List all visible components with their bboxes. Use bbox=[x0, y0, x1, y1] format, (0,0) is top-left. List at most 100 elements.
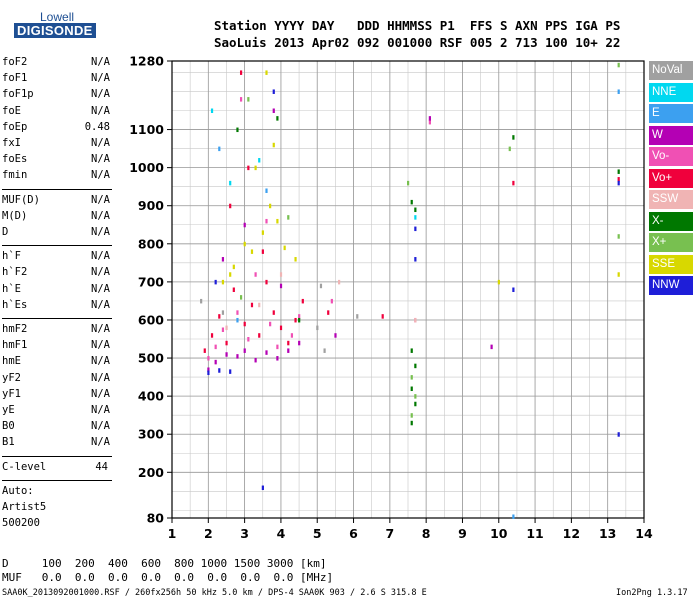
data-point-ssw bbox=[279, 272, 283, 277]
data-point-e bbox=[512, 514, 515, 519]
data-point-x bbox=[410, 386, 413, 392]
param-row-fxi: fxI N/A bbox=[2, 137, 110, 153]
data-point-nnw bbox=[214, 279, 217, 285]
param-row-ye: yE N/A bbox=[2, 404, 110, 420]
data-point-nne bbox=[210, 108, 214, 114]
data-point-vo bbox=[381, 314, 384, 319]
y-tick-label: 300 bbox=[138, 427, 164, 442]
data-point-noval bbox=[356, 314, 359, 319]
param-row-hmf1: hmF1 N/A bbox=[2, 339, 110, 355]
param-name: hmE bbox=[2, 355, 21, 368]
data-point-w bbox=[243, 348, 246, 353]
data-point-x bbox=[276, 116, 279, 121]
data-point-vo bbox=[218, 314, 221, 319]
data-point-x bbox=[414, 401, 417, 407]
y-tick-label: 500 bbox=[138, 351, 164, 366]
param-row-foe: foE N/A bbox=[2, 105, 110, 121]
data-point-e bbox=[218, 146, 221, 152]
data-point-vo bbox=[247, 337, 250, 342]
footer-version: Ion2Png 1.3.17 bbox=[616, 588, 688, 598]
data-point-vo bbox=[301, 298, 304, 304]
plot-frame bbox=[171, 60, 645, 519]
param-value: N/A bbox=[91, 266, 110, 279]
param-value: N/A bbox=[91, 153, 110, 166]
param-value: N/A bbox=[91, 436, 110, 449]
param-value: N/A bbox=[91, 404, 110, 416]
y-tick-label: 400 bbox=[138, 389, 164, 404]
data-point-w bbox=[207, 367, 210, 372]
data-point-ssw bbox=[414, 317, 417, 323]
y-tick-label: 900 bbox=[138, 198, 164, 213]
data-point-x bbox=[287, 215, 290, 220]
param-value: N/A bbox=[91, 371, 110, 384]
data-point-noval bbox=[323, 348, 326, 353]
param-name: fxI bbox=[2, 137, 21, 149]
header-line-2: SaoLuis 2013 Apr02 092 001000 RSF 005 2 … bbox=[214, 35, 621, 50]
param-row-mufd: MUF(D) N/A bbox=[2, 194, 110, 210]
data-point-vo bbox=[298, 314, 301, 319]
header-line-1: Station YYYY DAY DDD HHMMSS P1 FFS S AXN… bbox=[214, 18, 621, 33]
data-point-x bbox=[414, 207, 417, 213]
y-tick-label: 700 bbox=[138, 274, 164, 289]
data-point-w bbox=[221, 257, 225, 262]
param-name: hmF1 bbox=[2, 339, 28, 352]
data-point-sse bbox=[250, 249, 254, 254]
data-point-sse bbox=[221, 279, 225, 285]
param-row-foep: foEp 0.48 bbox=[2, 121, 110, 137]
param-name: yE bbox=[2, 404, 15, 416]
data-point-vo bbox=[203, 348, 206, 353]
logo-digisonde-text: DIGISONDE bbox=[14, 23, 96, 38]
data-point-nnw bbox=[617, 180, 620, 186]
data-point-x bbox=[414, 394, 417, 399]
data-point-w bbox=[287, 348, 290, 353]
x-tick-label: 10 bbox=[490, 526, 508, 541]
legend-item-sse: SSE bbox=[649, 254, 693, 274]
data-point-w bbox=[265, 350, 268, 355]
legend-item-nnw: NNW bbox=[649, 276, 693, 295]
data-point-vo bbox=[214, 344, 217, 350]
data-point-vo bbox=[243, 321, 246, 327]
x-tick-label: 8 bbox=[422, 526, 431, 541]
param-name: B0 bbox=[2, 420, 15, 433]
y-tick-label: 80 bbox=[147, 511, 165, 526]
data-point-x bbox=[410, 348, 413, 353]
param-name: foEp bbox=[2, 120, 28, 133]
param-row-hes: h`Es N/A bbox=[2, 299, 110, 315]
param-value: N/A bbox=[91, 56, 110, 68]
param-name: B1 bbox=[2, 436, 15, 449]
param-value: N/A bbox=[91, 88, 110, 101]
data-point-w bbox=[236, 354, 239, 359]
data-point-vo bbox=[229, 203, 232, 209]
data-point-nnw bbox=[414, 226, 417, 232]
auto-line-1: Artist5 bbox=[2, 500, 47, 513]
param-name: h`E bbox=[2, 282, 21, 295]
param-value: N/A bbox=[91, 226, 110, 238]
data-point-w bbox=[279, 283, 283, 289]
data-point-sse bbox=[232, 264, 235, 270]
x-tick-label: 11 bbox=[526, 526, 543, 541]
data-point-nnw bbox=[512, 287, 515, 292]
data-point-w bbox=[334, 333, 337, 338]
data-point-vo bbox=[327, 310, 330, 315]
param-name: MUF(D) bbox=[2, 193, 40, 206]
x-tick-label: 14 bbox=[635, 526, 653, 541]
data-point-sse bbox=[276, 218, 279, 224]
data-point-w bbox=[298, 340, 301, 346]
data-point-noval bbox=[319, 283, 323, 289]
data-point-vo bbox=[239, 70, 243, 75]
data-point-x bbox=[247, 97, 250, 102]
data-point-nne bbox=[414, 215, 417, 220]
param-row-clevel: C-level 44 bbox=[2, 461, 110, 477]
param-name: foEs bbox=[2, 153, 28, 166]
d-row: D 100 200 400 600 800 1000 1500 3000 [km… bbox=[2, 557, 327, 570]
param-row-d: D N/A bbox=[2, 226, 110, 242]
separator bbox=[2, 479, 112, 481]
data-point-x bbox=[617, 62, 620, 68]
y-tick-label: 1280 bbox=[129, 54, 164, 69]
param-name: C-level bbox=[2, 460, 47, 473]
data-point-nnw bbox=[261, 485, 264, 491]
data-point-w bbox=[214, 359, 217, 365]
data-point-w bbox=[243, 222, 246, 228]
legend-item-vo: Vo- bbox=[649, 147, 693, 166]
data-point-w bbox=[225, 352, 228, 357]
